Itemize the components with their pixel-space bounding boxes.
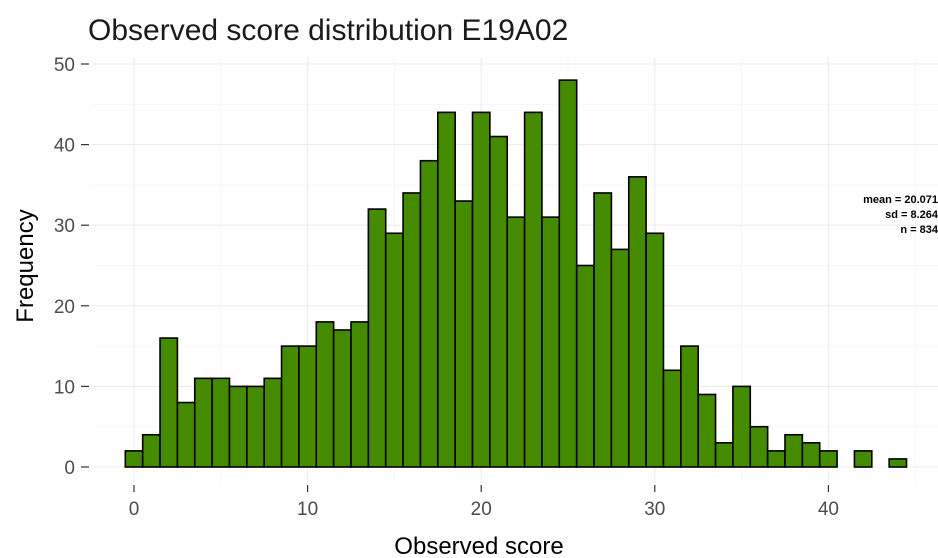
histogram-bar: [315, 321, 335, 468]
y-tick-label: 10: [54, 377, 75, 398]
histogram-bar: [662, 369, 682, 468]
histogram-bar: [246, 385, 265, 468]
histogram-bar: [228, 385, 248, 468]
histogram-bar: [193, 377, 213, 468]
histogram-bar: [454, 200, 474, 468]
histogram-bar: [714, 442, 734, 468]
histogram-bar: [141, 433, 161, 468]
histogram-bar: [263, 377, 283, 468]
histogram-bar: [436, 111, 456, 468]
histogram-bar: [680, 345, 700, 468]
histogram-bar: [298, 345, 318, 468]
histogram-bar: [766, 450, 786, 468]
histogram-bar: [818, 450, 838, 468]
histogram-bar: [749, 425, 769, 468]
x-tick-label: 0: [129, 499, 140, 520]
y-tick-label: 30: [54, 216, 75, 237]
histogram-bar: [541, 216, 561, 468]
stats-n: n = 834: [900, 224, 938, 236]
x-axis-title: Observed score: [394, 533, 563, 558]
axes: 0 10 20 30 40 50 0 10 20 30 40: [54, 55, 839, 520]
histogram-bar: [402, 192, 422, 468]
histogram-bar: [176, 401, 196, 468]
histogram-bar: [853, 450, 873, 468]
histogram-bar: [610, 248, 630, 468]
x-tick-label: 20: [471, 499, 492, 520]
y-tick-label: 50: [54, 55, 75, 76]
histogram-bar: [732, 385, 752, 468]
y-axis-title: Frequency: [12, 209, 39, 322]
histogram-bar: [124, 450, 144, 468]
histogram-bar: [489, 135, 509, 468]
histogram-bar: [888, 458, 908, 468]
histogram-bar: [784, 433, 804, 468]
y-tick-label: 40: [54, 136, 75, 157]
y-tick-label: 0: [64, 458, 75, 479]
histogram-bar: [159, 337, 179, 468]
histogram-bar: [627, 176, 647, 468]
stats-annotation: mean = 20.071 sd = 8.264 n = 834: [863, 194, 938, 236]
histogram-bar: [523, 111, 543, 468]
stats-mean: mean = 20.071: [863, 194, 938, 206]
histogram-bar: [350, 321, 370, 468]
histogram-bar: [645, 232, 665, 468]
histogram-bar: [332, 329, 352, 468]
histogram-bar: [384, 232, 404, 468]
histogram-bar: [419, 159, 439, 468]
x-tick-label: 10: [297, 499, 318, 520]
histogram-bar: [471, 111, 491, 468]
histogram-bar: [697, 393, 717, 468]
bars: [124, 79, 908, 468]
histogram-bar: [280, 345, 300, 468]
x-tick-label: 30: [644, 499, 665, 520]
histogram-bar: [558, 79, 578, 468]
chart-title: Observed score distribution E19A02: [88, 14, 568, 47]
histogram-bar: [506, 216, 526, 468]
y-tick-label: 20: [54, 297, 75, 318]
histogram-bar: [367, 208, 387, 468]
stats-sd: sd = 8.264: [885, 209, 938, 221]
x-tick-label: 40: [818, 499, 839, 520]
histogram-bar: [801, 442, 821, 468]
histogram-bar: [211, 377, 231, 468]
histogram-bar: [593, 192, 613, 468]
histogram-bar: [575, 264, 595, 468]
